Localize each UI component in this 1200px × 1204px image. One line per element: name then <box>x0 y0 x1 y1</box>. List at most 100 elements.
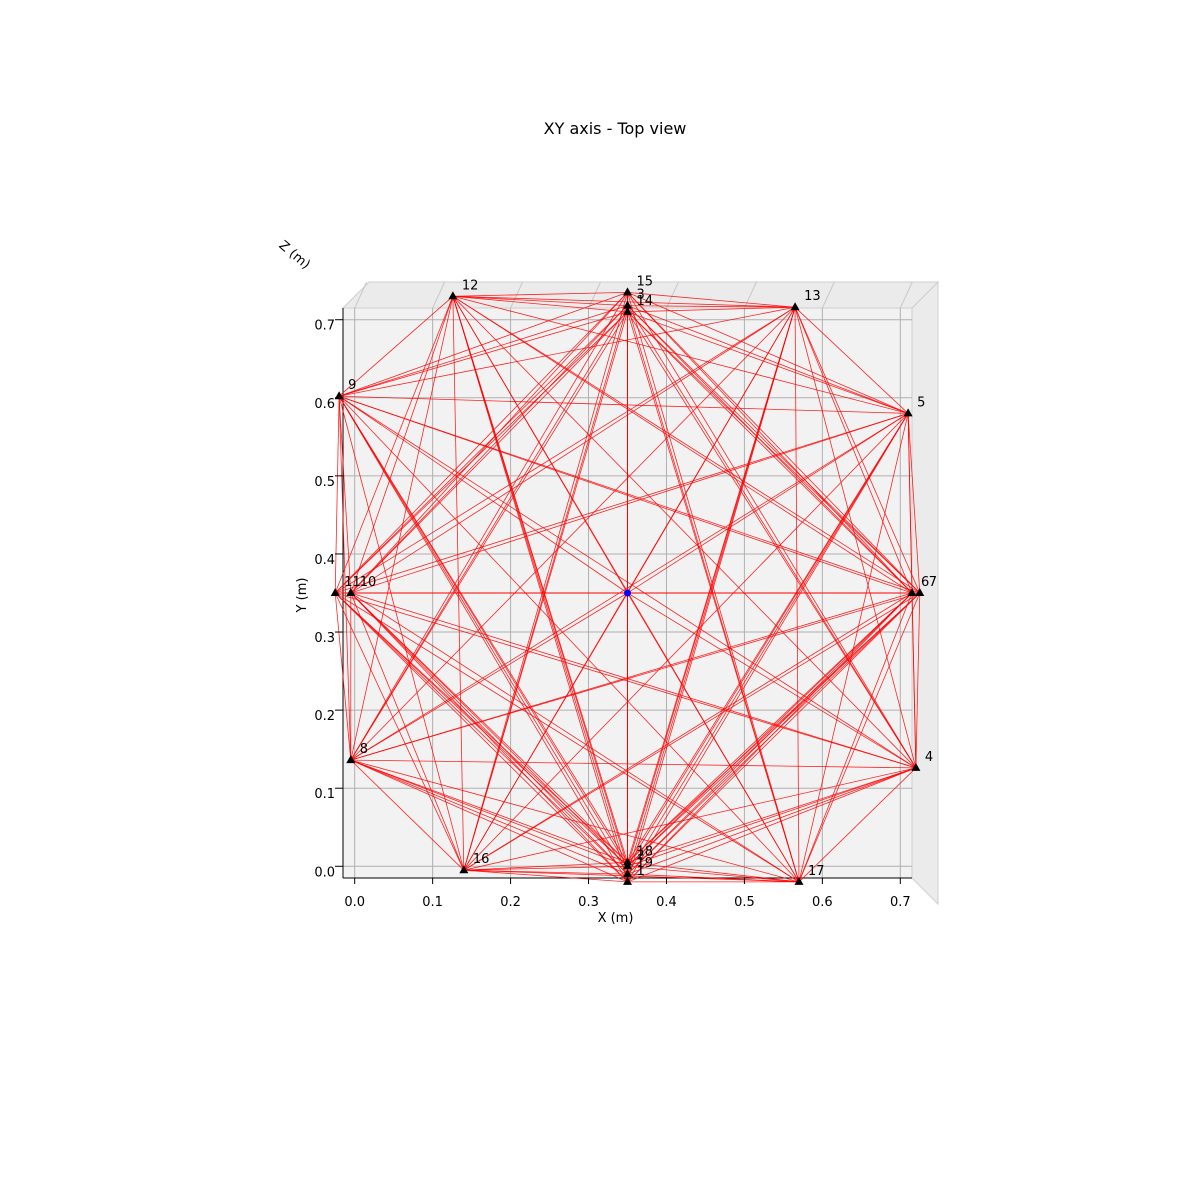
connection-line <box>350 296 454 594</box>
connection-line <box>463 869 628 875</box>
node-marker <box>330 588 340 596</box>
connection-line <box>627 305 909 414</box>
connection-line <box>334 592 628 867</box>
node-label: 7 <box>929 575 937 590</box>
connection-line <box>627 592 913 867</box>
connection-line <box>463 861 628 871</box>
connection-line <box>452 296 628 875</box>
connection-line <box>627 413 909 875</box>
chart-title: XY axis - Top view <box>543 119 687 138</box>
connection-line <box>627 873 799 883</box>
node-label: 16 <box>473 852 490 867</box>
node-marker <box>790 302 800 311</box>
connection-line <box>627 592 921 863</box>
node-label: 11 <box>344 575 361 590</box>
node-marker <box>623 869 632 878</box>
x-tick-label: 0.7 <box>890 895 911 910</box>
grid-line-top <box>432 281 446 309</box>
y-tick-label: 0.7 <box>314 319 335 334</box>
x-tick-label: 0.1 <box>422 895 443 910</box>
connection-line <box>334 296 454 594</box>
connection-line <box>463 413 909 871</box>
node-label: 19 <box>637 856 654 871</box>
node-label: 14 <box>637 294 654 309</box>
node-label: 5 <box>917 395 925 410</box>
connection-line <box>627 311 913 594</box>
connection-line <box>350 413 909 594</box>
y-tick-label: 0.0 <box>314 865 335 880</box>
connection-line <box>627 592 913 863</box>
connection-line <box>463 292 628 871</box>
node-marker <box>448 291 458 300</box>
connection-line <box>452 296 465 871</box>
connection-line <box>911 592 917 768</box>
node-label: 9 <box>348 378 356 393</box>
connection-line <box>350 292 628 761</box>
connection-line <box>350 592 628 867</box>
connection-line <box>338 396 628 883</box>
connection-line <box>350 592 920 761</box>
node-marker <box>911 762 921 771</box>
connection-line <box>798 413 909 882</box>
x-tick-label: 0.3 <box>578 895 599 910</box>
connection-line <box>627 861 800 883</box>
connection-line <box>627 592 921 875</box>
connection-line <box>627 307 796 863</box>
connection-line <box>627 305 917 769</box>
y-tick-label: 0.6 <box>314 397 335 412</box>
x-tick-label: 0.0 <box>344 895 365 910</box>
grid-line-top <box>821 281 835 309</box>
node-marker <box>623 857 632 866</box>
connection-line <box>463 311 628 871</box>
connection-line <box>463 865 628 871</box>
connection-line <box>463 869 628 883</box>
connection-line <box>915 592 921 768</box>
connection-line <box>452 296 628 863</box>
center-line <box>350 592 628 761</box>
connection-line <box>350 311 628 761</box>
y-tick-label: 0.5 <box>314 475 335 490</box>
connection-line <box>907 413 913 594</box>
y-tick-label: 0.3 <box>314 631 335 646</box>
center-line <box>627 592 917 769</box>
connection-line <box>338 396 352 761</box>
center-line <box>627 413 909 594</box>
connection-line <box>350 292 628 594</box>
connection-line <box>627 767 917 875</box>
y-axis-label: Y (m) <box>295 578 310 614</box>
connection-lines <box>334 291 921 883</box>
z-axis-label: Z (m) <box>276 238 313 273</box>
connection-line <box>907 413 921 594</box>
connection-line <box>350 759 628 875</box>
connection-line <box>627 291 796 308</box>
connection-line <box>338 295 454 397</box>
connection-line <box>627 311 909 414</box>
node-marker <box>334 391 344 400</box>
connection-line <box>350 759 465 871</box>
node-label: 15 <box>637 274 654 289</box>
connection-line <box>794 306 909 414</box>
node-label: 4 <box>925 750 933 765</box>
x-tick-label: 0.5 <box>734 895 755 910</box>
connection-line <box>334 311 628 594</box>
connection-line <box>334 292 628 594</box>
connection-line <box>338 396 628 875</box>
connection-line <box>350 306 796 594</box>
connection-line <box>350 759 628 867</box>
connection-line <box>627 592 913 875</box>
connection-line <box>335 413 909 594</box>
connection-line <box>334 592 628 875</box>
connection-line <box>452 296 917 769</box>
connection-line <box>338 395 800 883</box>
connection-line <box>350 592 800 883</box>
connection-line <box>350 296 454 761</box>
connection-line <box>794 307 800 882</box>
connection-line <box>334 306 796 594</box>
node-marker <box>623 300 632 309</box>
connection-line <box>627 292 921 594</box>
connection-line <box>794 307 921 594</box>
connection-line <box>350 592 917 769</box>
connection-line <box>338 396 465 871</box>
